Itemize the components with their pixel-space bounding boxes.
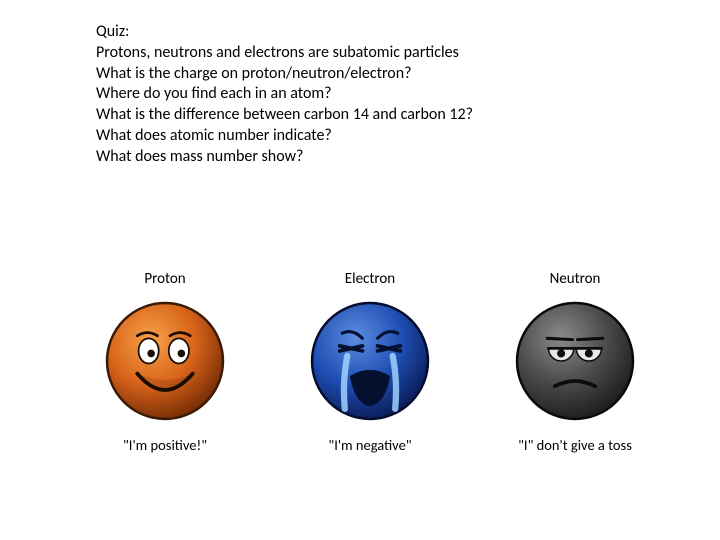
quiz-line: What does atomic number indicate? <box>96 126 473 147</box>
particle-label: Neutron <box>550 270 601 288</box>
quiz-line: Where do you find each in an atom? <box>96 84 473 105</box>
particle-caption: "I'm positive!" <box>123 436 207 454</box>
quiz-line: What is the charge on proton/neutron/ele… <box>96 64 473 85</box>
quiz-line: What does mass number show? <box>96 147 473 168</box>
particle-caption: "I" don't give a toss <box>518 436 632 454</box>
neutron-face-icon <box>510 296 640 426</box>
slide: Quiz: Protons, neutrons and electrons ar… <box>0 0 720 540</box>
quiz-line: Quiz: <box>96 22 473 43</box>
proton-face-icon <box>100 296 230 426</box>
particle-electron: Electron <box>275 270 465 454</box>
particle-neutron: Neutron <box>480 270 670 454</box>
quiz-block: Quiz: Protons, neutrons and electrons ar… <box>96 22 473 168</box>
particle-label: Proton <box>144 270 185 288</box>
particle-proton: Proton <box>70 270 260 454</box>
quiz-line: What is the difference between carbon 14… <box>96 105 473 126</box>
electron-face-icon <box>305 296 435 426</box>
quiz-line: Protons, neutrons and electrons are suba… <box>96 43 473 64</box>
particle-row: Proton <box>70 270 670 454</box>
particle-caption: "I'm negative" <box>328 436 411 454</box>
particle-label: Electron <box>345 270 395 288</box>
